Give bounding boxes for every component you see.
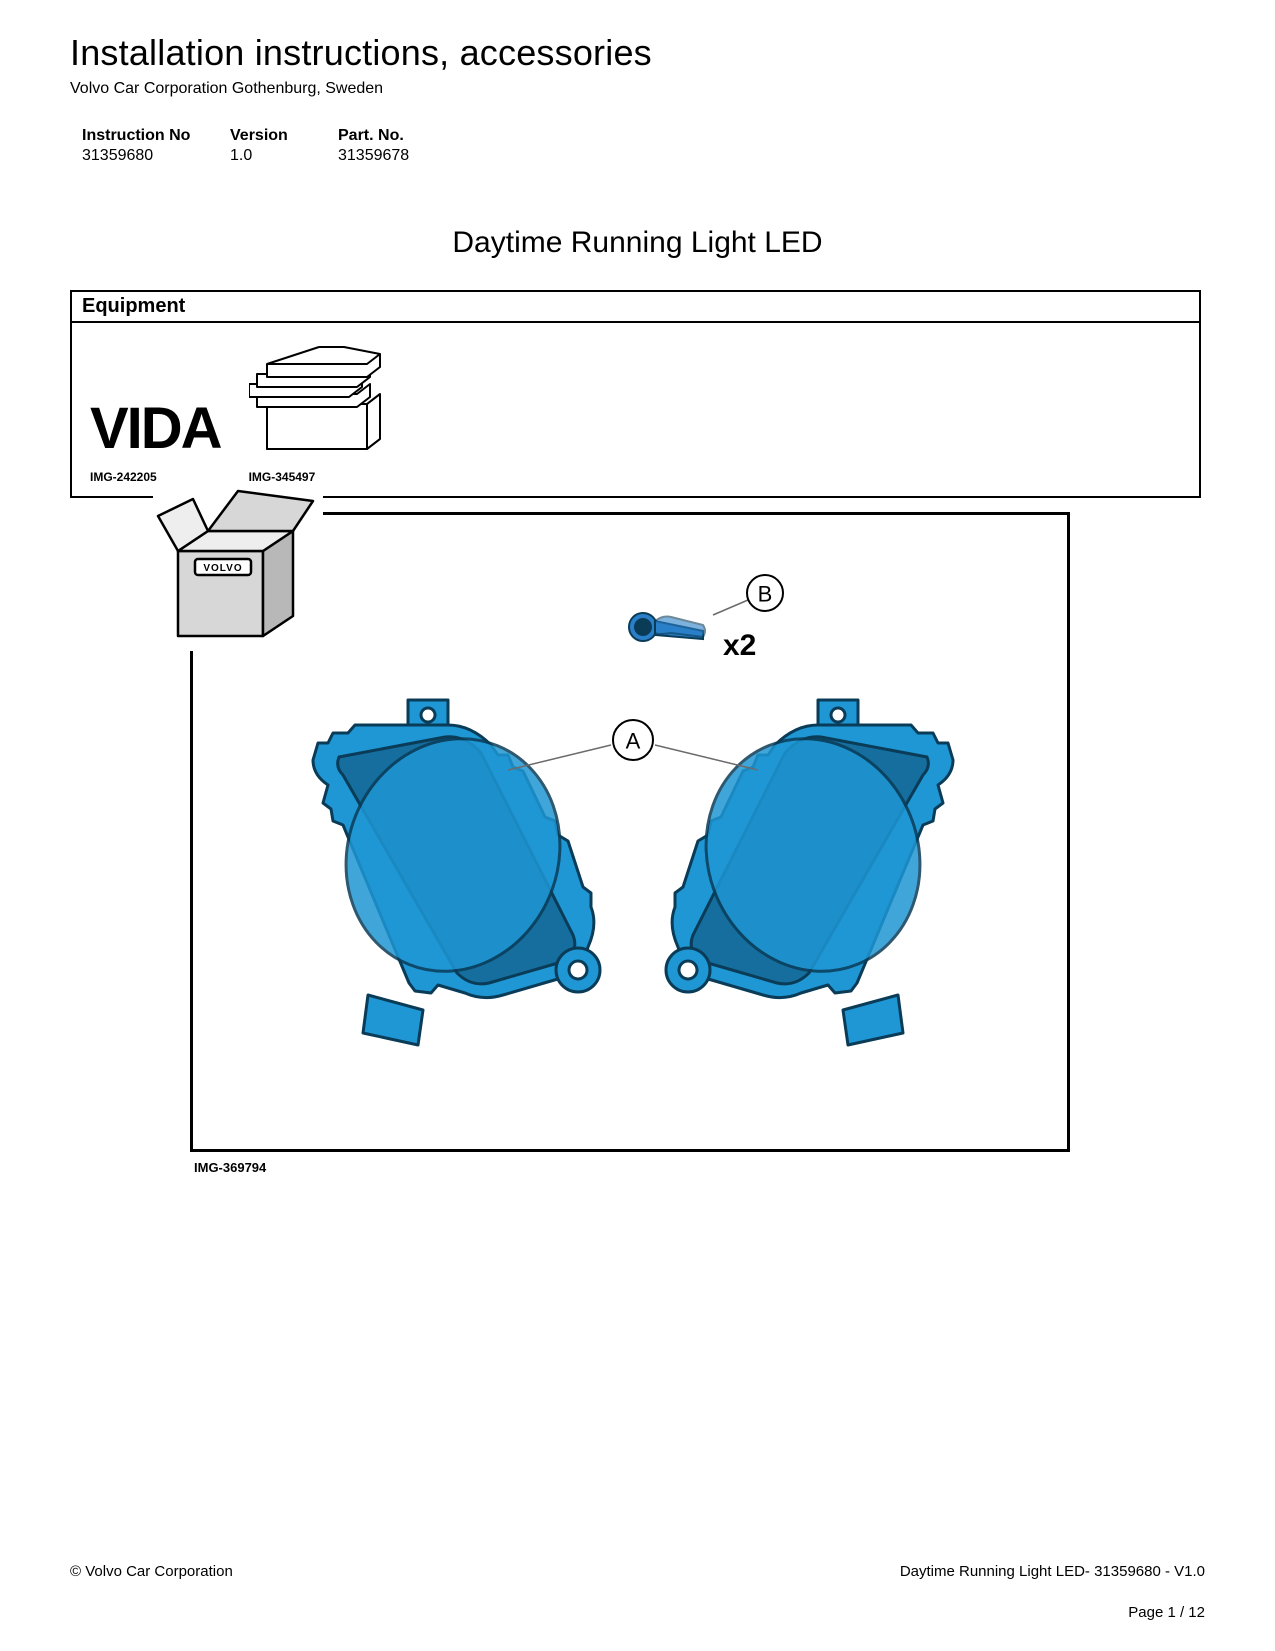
- equipment-heading: Equipment: [72, 292, 1199, 323]
- figure-caption: IMG-369794: [194, 1160, 1205, 1175]
- package-box-icon: VOLVO: [153, 481, 323, 651]
- page-number: Page 1 / 12: [70, 1604, 1205, 1621]
- page-footer: © Volvo Car Corporation Daytime Running …: [70, 1563, 1205, 1621]
- footer-doc-id: Daytime Running Light LED- 31359680 - V1…: [900, 1563, 1205, 1580]
- version-label: Version: [230, 126, 310, 146]
- toolbox-icon: [249, 339, 399, 459]
- svg-text:VOLVO: VOLVO: [203, 563, 242, 574]
- svg-text:A: A: [626, 729, 641, 754]
- instruction-no-value: 31359680: [82, 146, 202, 166]
- meta-row: Instruction No 31359680 Version 1.0 Part…: [70, 126, 1205, 166]
- equipment-item: IMG-345497: [249, 339, 399, 484]
- instruction-no-label: Instruction No: [82, 126, 202, 146]
- vida-logo: VIDA: [90, 400, 221, 464]
- svg-text:x2: x2: [723, 629, 756, 662]
- parts-diagram: B x2: [193, 515, 1073, 1155]
- document-subline: Volvo Car Corporation Gothenburg, Sweden: [70, 80, 1205, 98]
- version-value: 1.0: [230, 146, 310, 166]
- part-no-label: Part. No.: [338, 126, 458, 146]
- part-no-value: 31359678: [338, 146, 458, 166]
- parts-figure: VOLVO B x2: [190, 512, 1205, 1175]
- section-title: Daytime Running Light LED: [70, 226, 1205, 260]
- footer-copyright: © Volvo Car Corporation: [70, 1563, 233, 1580]
- svg-text:B: B: [758, 582, 773, 607]
- document-title: Installation instructions, accessories: [70, 32, 1205, 74]
- equipment-item: VIDA IMG-242205: [90, 400, 221, 484]
- equipment-box: Equipment VIDA IMG-242205: [70, 290, 1201, 498]
